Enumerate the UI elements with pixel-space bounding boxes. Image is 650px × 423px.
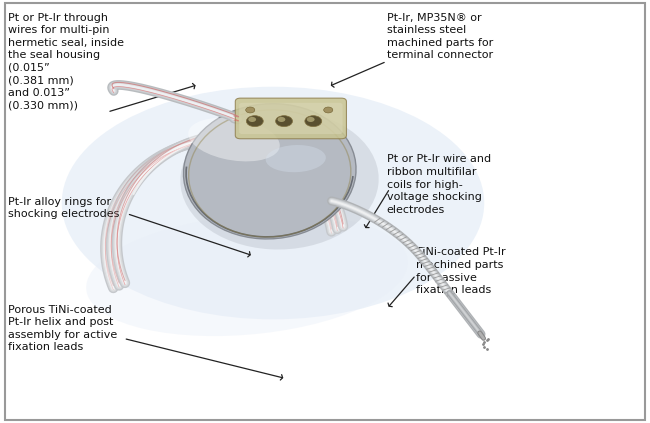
Circle shape (246, 115, 263, 126)
Ellipse shape (184, 104, 356, 239)
Text: Pt or Pt-Ir through
wires for multi-pin
hermetic seal, inside
the seal housing
(: Pt or Pt-Ir through wires for multi-pin … (8, 13, 123, 110)
Ellipse shape (62, 87, 484, 319)
Ellipse shape (184, 104, 356, 239)
Circle shape (248, 117, 256, 122)
FancyBboxPatch shape (239, 103, 343, 134)
Ellipse shape (184, 104, 356, 239)
Circle shape (307, 117, 315, 122)
Ellipse shape (188, 118, 280, 162)
Ellipse shape (184, 104, 356, 239)
Circle shape (246, 107, 255, 113)
Circle shape (278, 117, 285, 122)
Ellipse shape (185, 104, 355, 238)
Ellipse shape (184, 104, 356, 239)
Ellipse shape (185, 104, 355, 238)
Ellipse shape (180, 110, 379, 250)
Ellipse shape (86, 214, 408, 336)
Text: Pt or Pt-Ir wire and
ribbon multifilar
coils for high-
voltage shocking
electrod: Pt or Pt-Ir wire and ribbon multifilar c… (387, 154, 491, 214)
Ellipse shape (266, 145, 326, 172)
Ellipse shape (184, 104, 356, 239)
Circle shape (276, 115, 292, 126)
Ellipse shape (185, 104, 355, 238)
Circle shape (324, 107, 333, 113)
Text: Pt-Ir, MP35N® or
stainless steel
machined parts for
terminal connector: Pt-Ir, MP35N® or stainless steel machine… (387, 13, 493, 60)
Ellipse shape (183, 104, 356, 239)
Ellipse shape (185, 104, 355, 238)
Circle shape (305, 115, 322, 126)
FancyBboxPatch shape (235, 98, 346, 139)
Text: Pt-Ir alloy rings for
shocking electrodes: Pt-Ir alloy rings for shocking electrode… (8, 197, 119, 219)
Text: Porous TiNi-coated
Pt-Ir helix and post
assembly for active
fixation leads: Porous TiNi-coated Pt-Ir helix and post … (8, 305, 117, 352)
Ellipse shape (185, 104, 355, 238)
Ellipse shape (183, 104, 356, 239)
Text: TiNi-coated Pt-Ir
machined parts
for passive
fixation leads: TiNi-coated Pt-Ir machined parts for pas… (416, 247, 506, 295)
Ellipse shape (184, 104, 356, 239)
Ellipse shape (183, 104, 356, 239)
Ellipse shape (184, 104, 356, 238)
